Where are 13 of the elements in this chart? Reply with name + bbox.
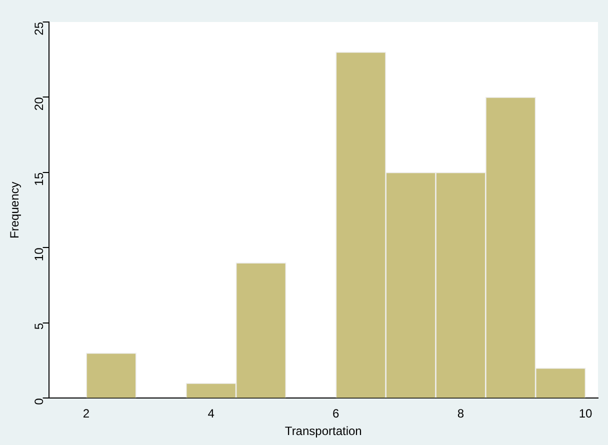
x-axis-title: Transportation <box>284 424 362 438</box>
y-tick-label: 25 <box>32 22 46 36</box>
y-tick-label: 10 <box>32 247 46 262</box>
x-tick-label: 6 <box>332 406 340 421</box>
x-tick-label: 4 <box>208 406 215 421</box>
y-tick-label: 15 <box>32 172 46 186</box>
y-tick-label: 0 <box>32 398 46 405</box>
x-tick-label: 2 <box>82 406 90 421</box>
y-tick-label: 5 <box>32 322 46 330</box>
x-tick-label: 8 <box>457 406 464 421</box>
y-tick-label: 20 <box>32 96 46 111</box>
x-tick-label: 10 <box>578 406 593 421</box>
y-axis-title: Frequency <box>8 182 22 238</box>
